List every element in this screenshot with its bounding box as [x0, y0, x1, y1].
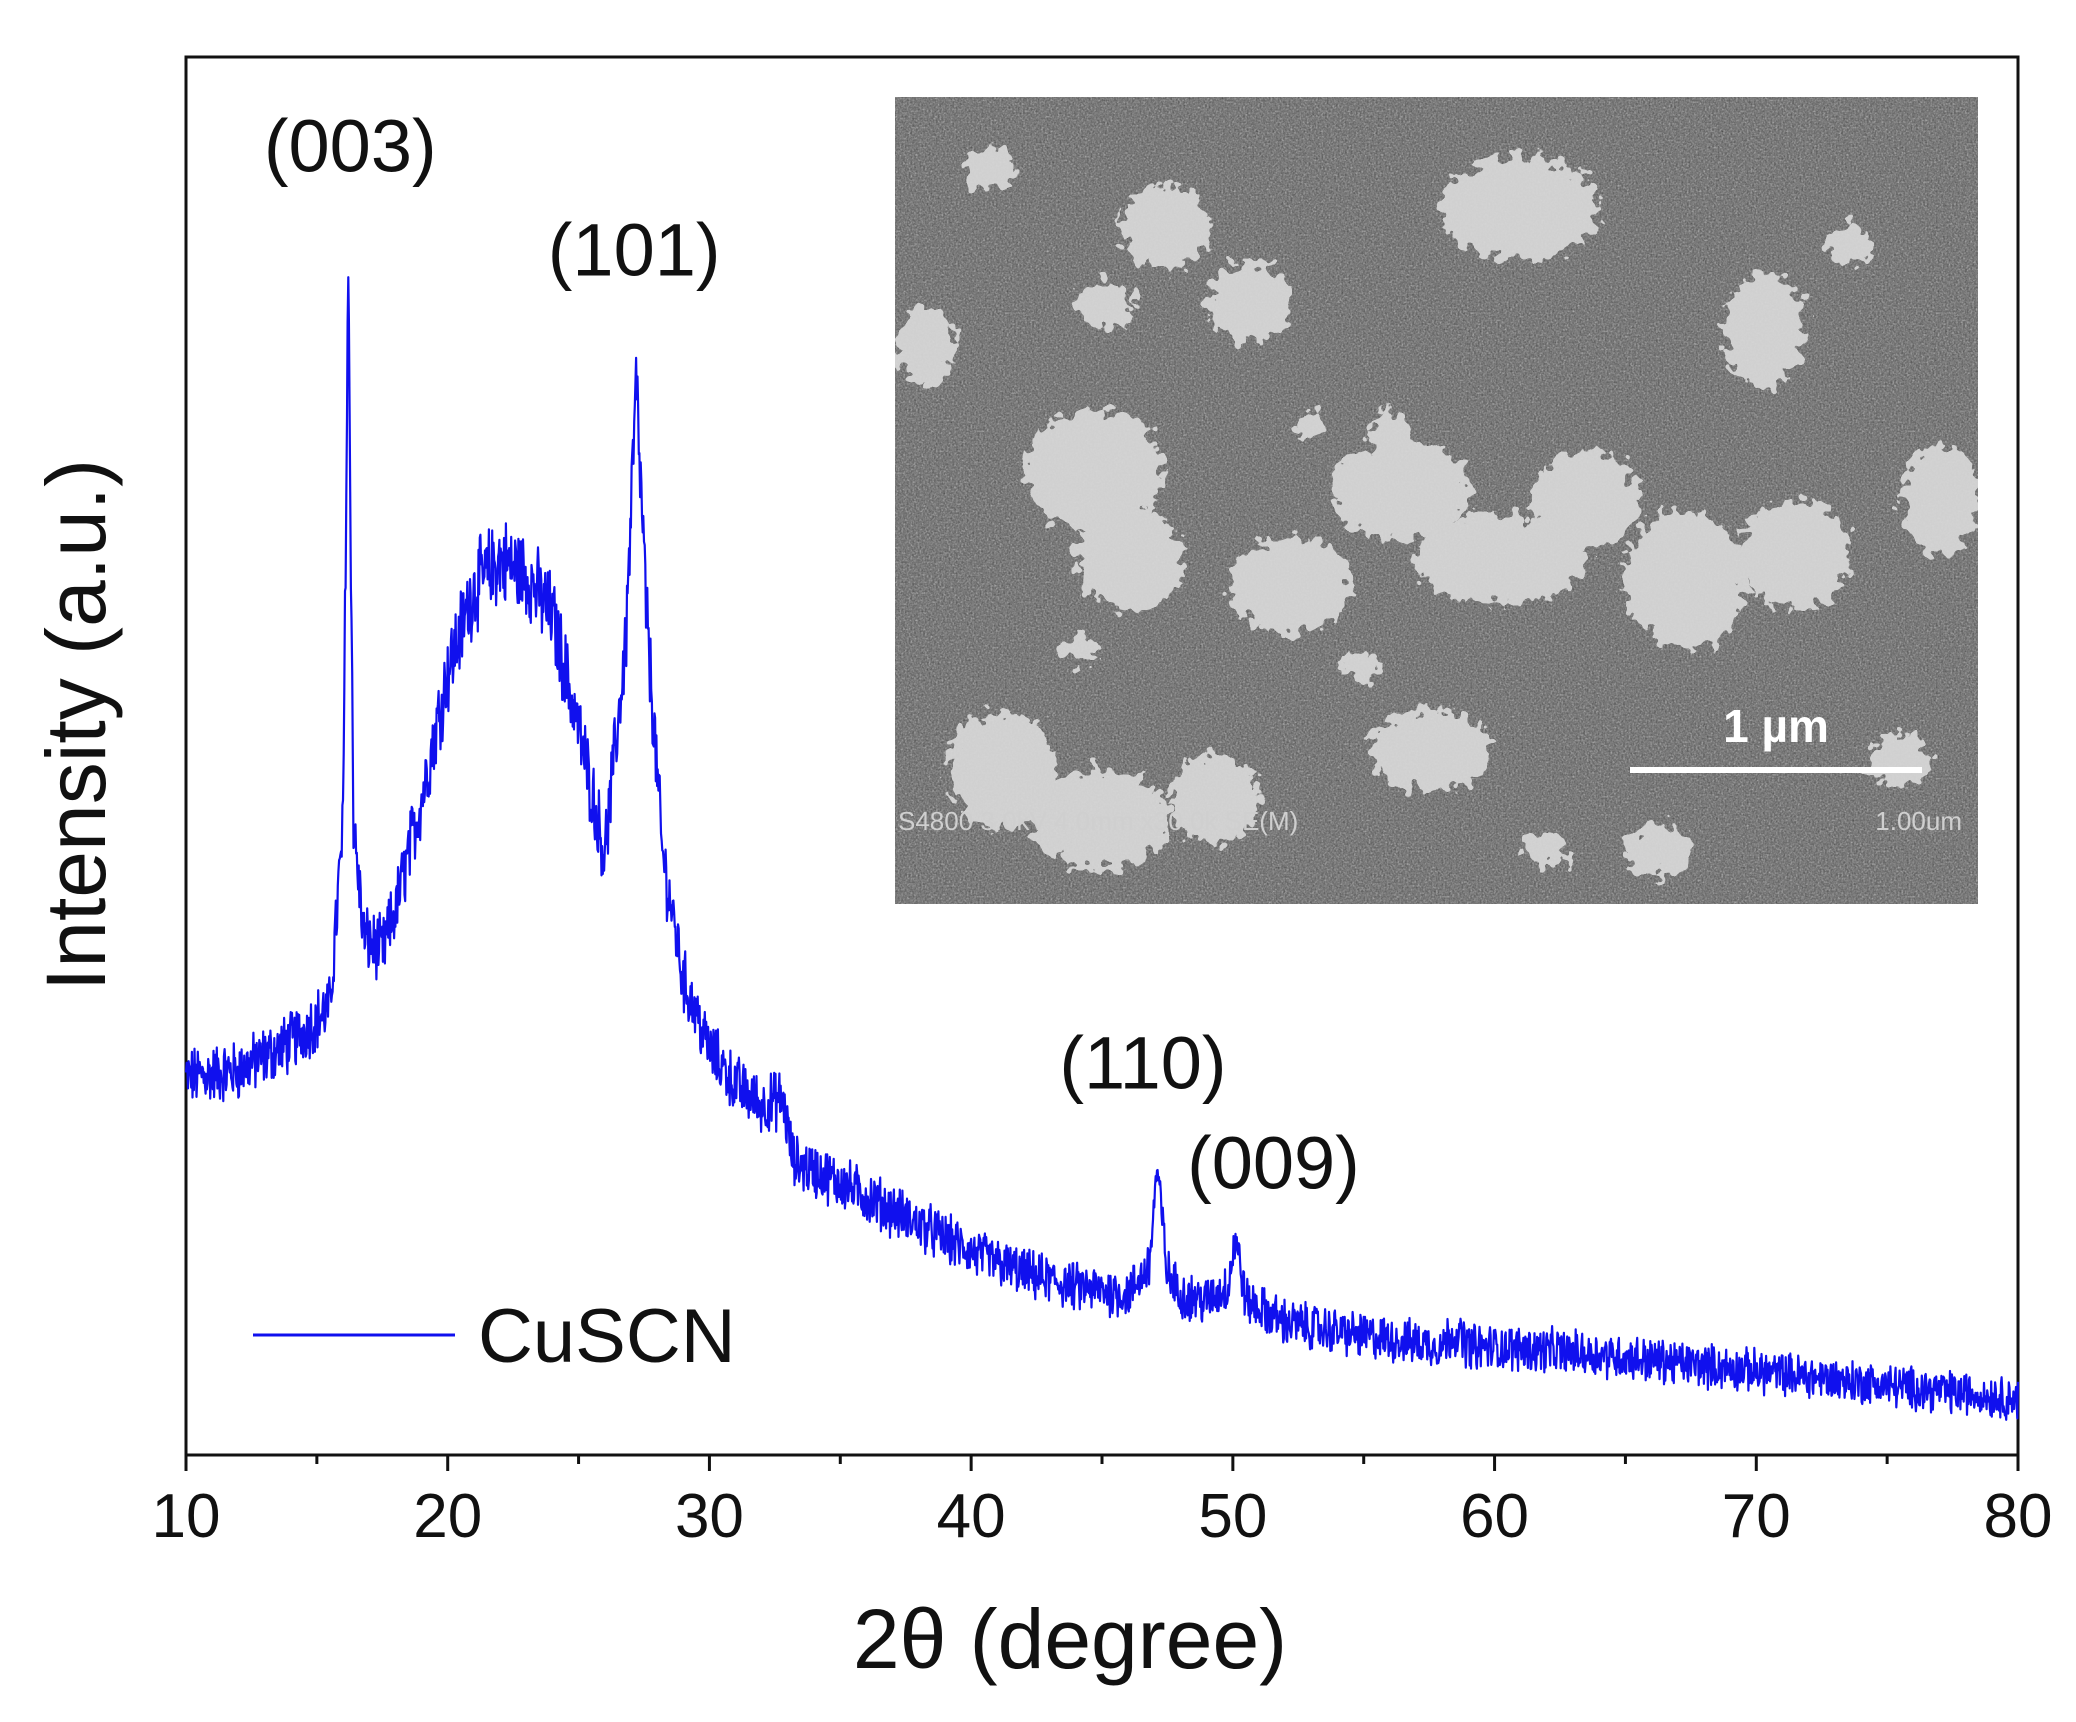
series-line-cuscn [184, 276, 2020, 1421]
peak-label: (009) [1187, 1121, 1360, 1204]
x-axis-ticks [184, 1455, 2020, 1471]
y-axis-title: Intensity (a.u.) [29, 459, 123, 991]
x-tick-label: 40 [937, 1482, 1006, 1551]
peak-label: (003) [264, 105, 437, 188]
x-tick-label: 30 [675, 1482, 744, 1551]
peak-annotations: (003) (101) (110) (009) [264, 105, 1360, 1205]
sem-particles [895, 146, 1978, 875]
legend: CuSCN [253, 1294, 736, 1379]
legend-label-cuscn: CuSCN [478, 1294, 736, 1379]
peak-label: (110) [1059, 1021, 1226, 1104]
sem-info-scale: 1.00um [1875, 806, 1962, 836]
x-tick-label: 70 [1722, 1482, 1791, 1551]
x-axis-title: 2θ (degree) [853, 1592, 1287, 1686]
sem-inset: 1 µm S4800 3.0kV 4.0mm x30.0k SE(M) 1.00… [895, 97, 1978, 904]
x-tick-label: 60 [1460, 1482, 1529, 1551]
x-tick-label: 50 [1198, 1482, 1267, 1551]
sem-scale-label: 1 µm [1723, 700, 1829, 752]
peak-label: (101) [548, 209, 721, 292]
x-tick-label: 20 [413, 1482, 482, 1551]
x-tick-label: 80 [1984, 1482, 2053, 1551]
x-tick-label: 10 [152, 1482, 221, 1551]
x-axis-tick-labels: 10 20 30 40 50 60 70 80 [152, 1482, 2053, 1551]
sem-info-text: S4800 3.0kV 4.0mm x30.0k SE(M) [898, 806, 1298, 836]
